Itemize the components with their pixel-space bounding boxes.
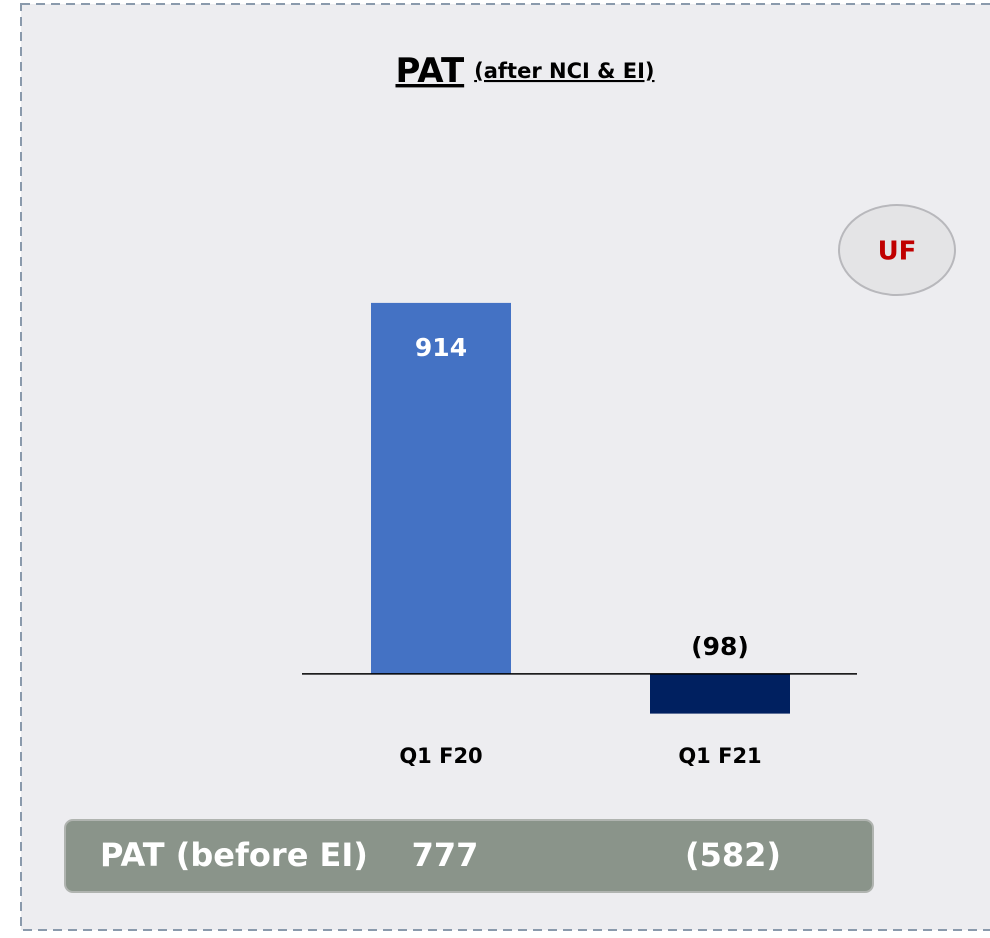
bar (650, 673, 790, 714)
footer-cell: (582) (685, 836, 781, 874)
x-tick-label: Q1 F20 (399, 744, 482, 768)
annotation-badge (838, 204, 956, 296)
footer-label: PAT (before EI) (100, 836, 368, 874)
footer-box (64, 819, 874, 893)
annotation: UF (878, 237, 917, 267)
data-label: 914 (415, 333, 467, 362)
bar (371, 302, 511, 674)
data-label: (98) (691, 632, 749, 661)
chart-subtitle: (after NCI & EI) (474, 59, 654, 83)
footer-cell: 777 (412, 836, 479, 874)
chart-title-group: PAT (after NCI & EI) (395, 51, 654, 91)
x-tick-label: Q1 F21 (678, 744, 761, 768)
chart-title: PAT (395, 51, 464, 91)
